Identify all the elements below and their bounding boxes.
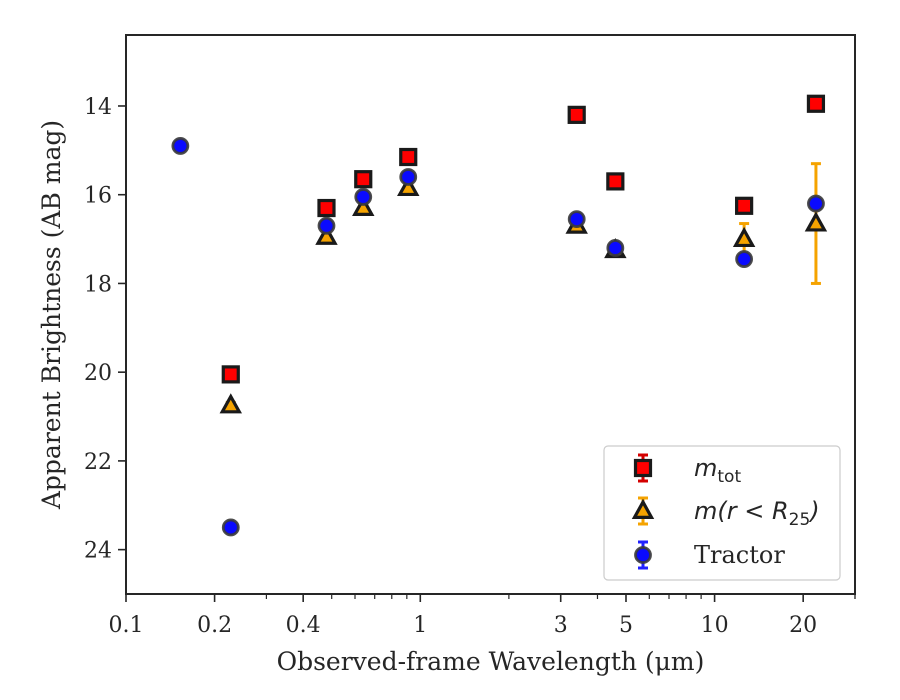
point-tractor (354, 188, 373, 206)
x-axis-label: Observed-frame Wavelength (μm) (277, 647, 705, 676)
x-tick-label: 1 (413, 613, 427, 638)
axes: 0.1 0.2 0.4 1 3 5 10 20 14 16 18 20 22 24 (84, 95, 856, 638)
point-tractor (807, 194, 825, 213)
y-tick-label: 18 (84, 272, 112, 297)
y-tick-label: 14 (84, 95, 112, 120)
x-tick-label: 0.1 (109, 613, 144, 638)
data-marks (171, 94, 828, 537)
legend-label-m_r25: m(r < R25) (694, 497, 820, 530)
series-tractor (171, 137, 825, 537)
x-tick-label: 3 (554, 613, 568, 638)
point-m_tot (221, 365, 240, 384)
point-m_r25 (219, 393, 242, 414)
point-tractor (171, 137, 190, 155)
point-tractor (606, 239, 625, 257)
point-m_r25 (804, 211, 828, 232)
legend-label-tractor: Tractor (694, 541, 785, 569)
point-m_r25 (315, 224, 338, 245)
point-m_r25 (352, 195, 375, 216)
point-m_tot (806, 94, 826, 113)
point-m_tot (399, 147, 418, 167)
x-tick-label: 0.2 (197, 613, 232, 638)
point-m_tot (567, 105, 586, 124)
legend-box (603, 445, 841, 581)
legend: mtot m(r < R25) Tractor (603, 445, 841, 581)
point-tractor (317, 216, 336, 235)
y-tick-label: 20 (84, 361, 112, 386)
point-tractor (567, 210, 586, 229)
y-tick-label: 16 (84, 184, 112, 209)
legend-marker-m_r25 (631, 498, 655, 519)
x-tick-label: 5 (619, 613, 633, 638)
y-axis-label: Apparent Brightness (AB mag) (37, 120, 66, 510)
y-tick-label: 24 (84, 539, 112, 564)
plot-frame (125, 34, 856, 595)
point-tractor (221, 518, 240, 537)
legend-item-m_r25: m(r < R25) (631, 496, 820, 530)
point-m_tot (606, 172, 625, 191)
x-tick-label: 10 (701, 613, 729, 638)
series-m_tot (221, 94, 826, 384)
point-m_tot (735, 196, 754, 215)
point-m_r25 (397, 175, 420, 197)
legend-marker-m_tot (633, 458, 653, 478)
x-tick-label: 0.4 (286, 613, 321, 638)
point-m_tot (317, 198, 336, 218)
point-m_tot (354, 170, 373, 189)
legend-item-m_tot: mtot (633, 453, 741, 487)
point-tractor (399, 168, 418, 186)
legend-marker-tractor (634, 546, 652, 564)
x-tick-label: 20 (789, 613, 817, 638)
legend-item-tractor: Tractor (634, 540, 785, 570)
point-tractor (735, 250, 754, 268)
point-m_r25 (732, 226, 756, 248)
y-tick-label: 22 (84, 450, 112, 475)
legend-label-m_tot: mtot (694, 454, 741, 487)
